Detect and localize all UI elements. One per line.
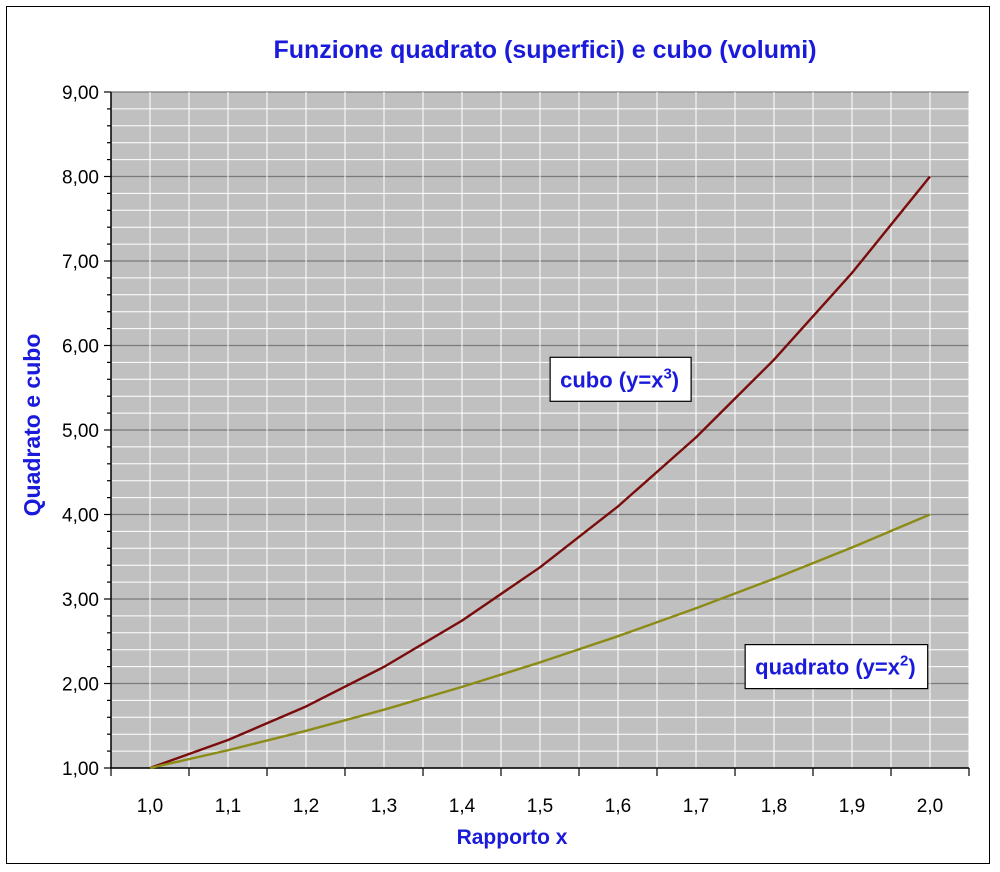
x-tick-label: 1,5 — [527, 796, 553, 817]
y-axis-title: Quadrato e cubo — [19, 334, 45, 517]
series-line-quadrato — [149, 513, 931, 770]
y-tick-label: 4,00 — [62, 506, 99, 527]
axes: 1,00 2,00 3,00 4,00 5,00 6,00 7,00 8,00 9,00 1,0 1… — [62, 83, 970, 817]
grid — [110, 91, 970, 769]
chart-title: Funzione quadrato (superfici) e cubo (vo… — [273, 36, 816, 64]
x-tick-label: 1,8 — [761, 796, 787, 817]
x-axis-title: Rapporto x — [457, 826, 568, 849]
y-tick-label: 5,00 — [62, 421, 99, 442]
annotation-quadrato: quadrato (y=x2) — [744, 643, 929, 690]
y-tick-label: 3,00 — [62, 590, 99, 611]
x-tick-label: 1,7 — [683, 796, 709, 817]
series-layer — [149, 175, 931, 770]
y-tick-label: 1,00 — [62, 759, 99, 780]
x-tick-label: 1,6 — [605, 796, 631, 817]
annotation-cubo: cubo (y=x3) — [549, 356, 692, 402]
y-tick-label: 8,00 — [62, 168, 99, 189]
series-line-cubo — [149, 175, 931, 770]
x-tick-label: 1,9 — [839, 796, 865, 817]
x-tick-label: 1,4 — [449, 796, 476, 817]
x-tick-label: 1,2 — [293, 796, 319, 817]
annotation-box — [744, 643, 929, 690]
x-tick-label: 1,0 — [137, 796, 163, 817]
y-tick-label: 2,00 — [62, 675, 99, 696]
annotation-box — [549, 356, 692, 402]
annotations: cubo (y=x3) quadrato (y=x2) — [549, 356, 929, 690]
annotation-text: cubo (y=x3) — [560, 365, 679, 392]
x-tick-label: 1,3 — [371, 796, 397, 817]
x-tick-label: 1,1 — [215, 796, 241, 817]
annotation-text: quadrato (y=x2) — [755, 653, 916, 680]
y-tick-label: 6,00 — [62, 337, 99, 358]
x-tick-label: 2,0 — [917, 796, 943, 817]
y-tick-label: 9,00 — [62, 83, 99, 104]
y-tick-label: 7,00 — [62, 252, 99, 273]
